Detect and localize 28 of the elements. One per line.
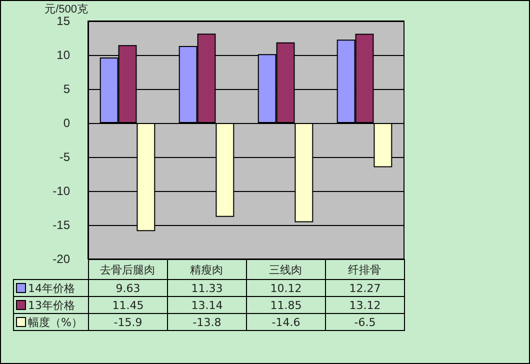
- x-tick-label: 三线肉: [269, 264, 302, 276]
- data-label: -13.8: [168, 314, 246, 330]
- data-label: -6.5: [326, 314, 404, 330]
- data-label: 13.12: [326, 296, 404, 314]
- data-label: 11.45: [88, 296, 168, 314]
- y-tick-label: 5: [63, 82, 70, 96]
- y-axis-title: 元/500克: [44, 2, 88, 16]
- y-tick-label: 15: [56, 14, 70, 28]
- y-tick-label: -20: [52, 252, 70, 266]
- y-tick-label: 10: [56, 48, 70, 62]
- data-label: -15.9: [88, 314, 168, 330]
- data-label: -14.6: [246, 314, 326, 330]
- y-tick-label: 0: [63, 116, 70, 130]
- data-label: 13.14: [168, 296, 246, 314]
- legend-label: 14年价格: [14, 280, 88, 296]
- data-label: 10.12: [246, 280, 326, 296]
- legend-label: 13年价格: [14, 296, 88, 314]
- x-tick-label: 去骨后腿肉: [100, 264, 155, 276]
- legend-label: 幅度（%）: [14, 314, 88, 330]
- y-tick-label: -5: [59, 150, 70, 164]
- data-label: 11.33: [168, 280, 246, 296]
- x-tick-label: 精瘦肉: [190, 264, 223, 276]
- y-tick-label: -10: [52, 184, 70, 198]
- data-label: 12.27: [326, 280, 404, 296]
- x-tick-label: 纤排骨: [348, 264, 381, 276]
- data-label: 9.63: [88, 280, 168, 296]
- y-tick-label: -15: [52, 218, 70, 232]
- data-label: 11.85: [246, 296, 326, 314]
